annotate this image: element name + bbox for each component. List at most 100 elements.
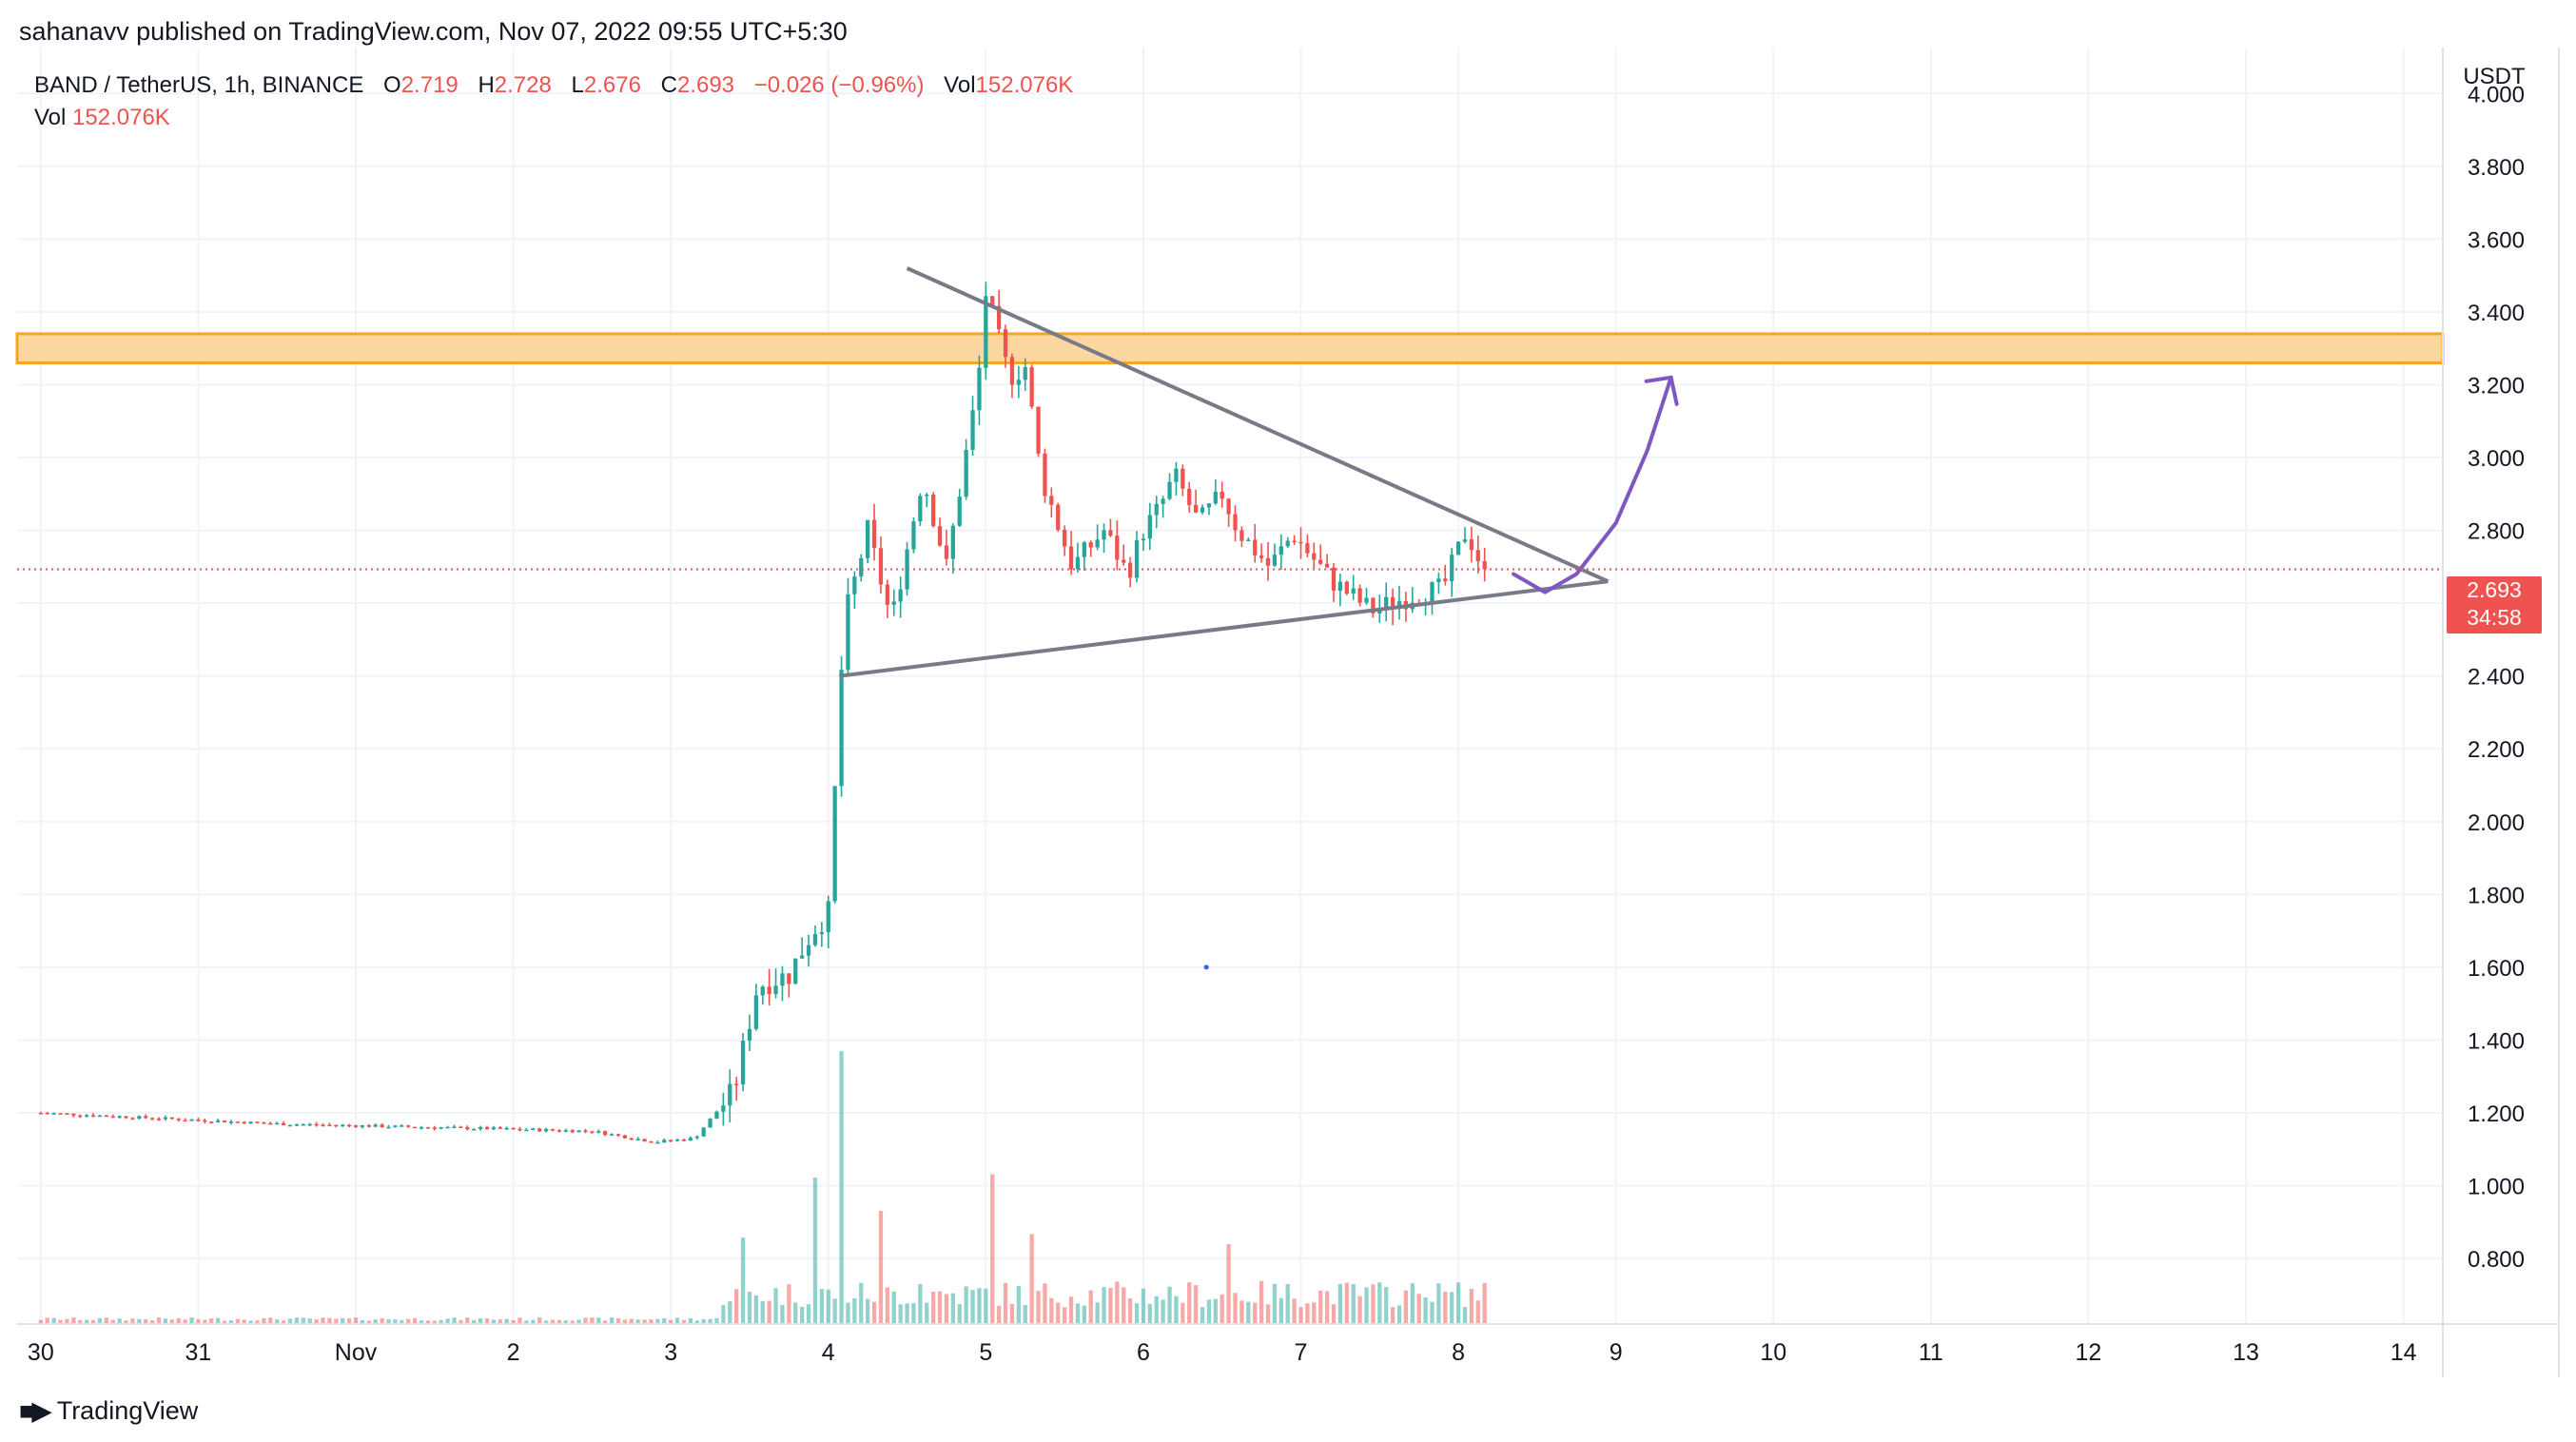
volume-bar [169,1319,174,1324]
candle-body [767,986,771,995]
candle-body [1364,597,1369,603]
volume-bar [891,1291,896,1324]
volume-bar [1337,1283,1343,1324]
candle-body [255,1121,260,1123]
candle-body [925,494,929,497]
volume-bar [990,1174,995,1324]
volume-bar [1049,1297,1054,1324]
candle-body [58,1113,63,1115]
volume-bar [1344,1282,1349,1324]
volume-bar [787,1284,791,1324]
candle-body [780,973,785,986]
volume-bar [970,1290,975,1324]
volume-bar [1043,1283,1047,1324]
legend-high: 2.728 [494,72,552,98]
volume-bar [1423,1297,1428,1324]
legend-volume-study-label[interactable]: Vol [34,105,67,130]
volume-bar [1351,1284,1356,1324]
candle-body [412,1126,418,1129]
candle-body [439,1127,443,1129]
candle-body [176,1119,181,1120]
volume-bar [898,1304,903,1324]
price-tick-label: 4.000 [2468,82,2525,107]
volume-bar [1482,1282,1487,1324]
volume-bar [800,1306,805,1324]
candle-body [734,1083,739,1086]
volume-bar [556,1319,562,1324]
volume-bar [1364,1287,1369,1324]
candle-body [819,932,824,935]
volume-bar [1357,1296,1362,1324]
price-tick-label: 1.600 [2468,956,2525,982]
volume-bar [1403,1290,1409,1324]
price-axis-unit: USDT [2463,64,2526,89]
candle-body [445,1126,450,1129]
volume-bar [360,1319,365,1324]
volume-bar [262,1317,266,1324]
candle-body [366,1125,371,1127]
price-axis[interactable]: 4.000 3.800 3.600 3.400 3.200 3.000 2.800 2.400… [2468,82,2525,1273]
candle-body [576,1130,581,1133]
volume-bar [1239,1300,1244,1324]
triangle-upper-trendline[interactable] [906,266,1610,583]
legend-low: 2.676 [583,72,641,98]
volume-bar [826,1289,830,1324]
candle-body [1056,504,1061,530]
legend-open-label: O [383,72,401,98]
volume-bar [346,1317,352,1324]
volume-bar [1455,1282,1461,1324]
volume-bar [511,1320,516,1324]
candle-body [209,1121,214,1123]
price-tick-label: 3.800 [2468,155,2525,181]
volume-bar [1088,1290,1093,1324]
candle-body [905,549,909,590]
volume-bar [1167,1286,1172,1324]
legend-high-label: H [478,72,495,98]
candle-body [517,1128,522,1131]
candle-body [1082,542,1086,557]
candle-body [1265,557,1271,566]
volume-bar [341,1317,345,1324]
volume-bar [215,1317,221,1324]
volume-bar [452,1317,457,1324]
candle-body [596,1131,601,1133]
resistance-zone[interactable] [15,332,2445,365]
volume-bar [846,1302,850,1324]
projection-arrow[interactable] [1512,375,1673,594]
price-tick-label: 1.800 [2468,883,2525,908]
candle-body [425,1127,431,1129]
volume-bar [957,1304,962,1324]
price-tick-label: 3.400 [2468,301,2525,326]
candle-body [380,1124,384,1128]
candle-body [826,901,830,933]
volume-bar [977,1288,982,1324]
volume-bar [1220,1294,1224,1324]
time-axis[interactable]: 30 31 Nov 2 3 4 5 6 7 8 9 10 11 12 13 14 [28,1339,2417,1366]
candle-body [570,1130,575,1133]
candle-body [1134,539,1140,578]
volume-bar [918,1284,923,1324]
volume-bar [1115,1281,1120,1324]
tradingview-brand-text: TradingView [56,1396,199,1425]
candle-body [543,1129,549,1132]
volume-bar [1462,1307,1468,1324]
tradingview-logo[interactable]: ■▶ TradingView [19,1396,198,1426]
volume-bar [747,1291,752,1324]
volume-bar [537,1317,542,1324]
candle-body [1102,530,1106,540]
legend-symbol[interactable]: BAND / TetherUS, 1h, BINANCE [34,72,364,98]
candle-body [753,995,759,1029]
volume-bar [662,1317,667,1324]
triangle-lower-trendline[interactable] [839,579,1609,678]
volume-bar [1390,1307,1395,1324]
candle-body [1455,541,1461,555]
candle-body [714,1111,719,1120]
candle-body [531,1128,536,1130]
volume-bar [734,1289,739,1324]
candle-body [1390,596,1395,610]
candle-body [321,1124,325,1127]
volume-bar [649,1319,654,1324]
candle-body [1141,538,1146,540]
volume-bar [681,1319,687,1324]
